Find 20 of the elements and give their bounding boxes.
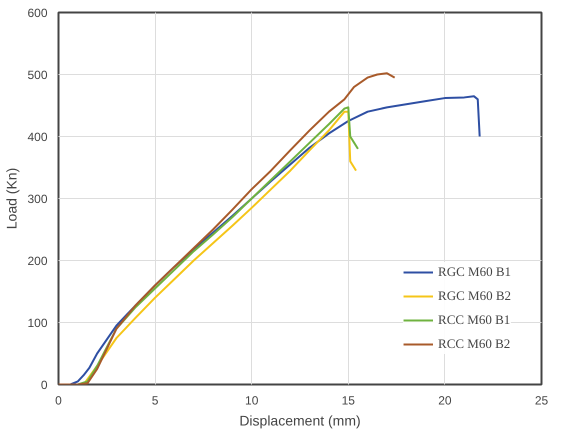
line-series	[58, 72, 396, 384]
legend-label: RGC M60 B1	[438, 264, 511, 280]
x-tick-label: 20	[438, 394, 452, 408]
x-tick-label: 5	[152, 394, 159, 408]
legend-label: RCC M60 B2	[438, 336, 510, 352]
legend-label: RCC M60 B1	[438, 312, 510, 328]
x-tick-label: 15	[342, 394, 356, 408]
y-tick-label: 100	[27, 316, 48, 330]
y-tick-label: 400	[27, 130, 48, 144]
x-tick-label: 0	[55, 394, 62, 408]
y-tick-label: 300	[27, 192, 48, 206]
y-tick-label: 600	[27, 6, 48, 20]
y-tick-label: 500	[27, 68, 48, 82]
y-tick-label: 0	[40, 378, 48, 392]
legend-label: RGC M60 B2	[438, 288, 511, 304]
x-axis-title: Displacement (mm)	[239, 412, 361, 428]
x-tick-label: 25	[534, 394, 548, 408]
y-axis-title: Load (Kn)	[3, 168, 20, 230]
y-tick-label: 200	[27, 254, 48, 268]
x-tick-label: 10	[245, 394, 259, 408]
